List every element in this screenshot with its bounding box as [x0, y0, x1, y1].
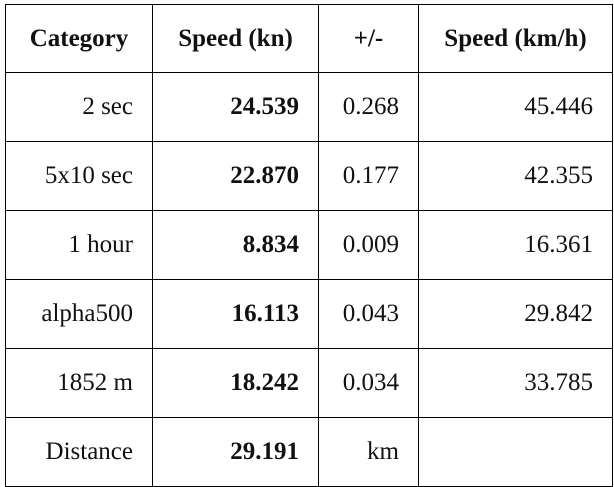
table-cell: 2 sec [5, 72, 153, 142]
table-row: 1 hour 8.834 0.009 16.361 [5, 210, 613, 280]
table-cell: 29.191 [152, 417, 319, 487]
table-cell: 1 hour [5, 210, 153, 280]
table-cell: 5x10 sec [5, 141, 153, 211]
table-cell: 33.785 [418, 348, 613, 418]
table-cell: 1852 m [5, 348, 153, 418]
table-cell: 16.361 [418, 210, 613, 280]
table-row: Distance 29.191 km [5, 417, 613, 487]
header-cell: Category [5, 4, 153, 73]
table-body: 2 sec 24.539 0.268 45.446 5x10 sec 22.870 0.17… [5, 72, 613, 487]
table-cell: 0.177 [318, 141, 419, 211]
table-cell: alpha500 [5, 279, 153, 349]
table-row: 2 sec 24.539 0.268 45.446 [5, 72, 613, 142]
table-cell: Distance [5, 417, 153, 487]
table-cell: 8.834 [152, 210, 319, 280]
table-cell: 24.539 [152, 72, 319, 142]
table-cell: 45.446 [418, 72, 613, 142]
table-cell: 16.113 [152, 279, 319, 349]
table-cell: 29.842 [418, 279, 613, 349]
table-cell: 0.009 [318, 210, 419, 280]
table-row: alpha500 16.113 0.043 29.842 [5, 279, 613, 349]
header-cell: Speed (km/h) [418, 4, 613, 73]
table-row: 1852 m 18.242 0.034 33.785 [5, 348, 613, 418]
table-cell: 42.355 [418, 141, 613, 211]
table-row: 5x10 sec 22.870 0.177 42.355 [5, 141, 613, 211]
header-cell: +/- [318, 4, 419, 73]
table-cell: 0.043 [318, 279, 419, 349]
table-cell: km [318, 417, 419, 487]
table-cell: 0.268 [318, 72, 419, 142]
table-cell [418, 417, 613, 487]
header-row: Category Speed (kn) +/- Speed (km/h) [5, 4, 613, 73]
speed-table: Category Speed (kn) +/- Speed (km/h) 2 sec 2… [5, 4, 613, 487]
table-cell: 22.870 [152, 141, 319, 211]
table-cell: 0.034 [318, 348, 419, 418]
header-cell: Speed (kn) [152, 4, 319, 73]
table-cell: 18.242 [152, 348, 319, 418]
